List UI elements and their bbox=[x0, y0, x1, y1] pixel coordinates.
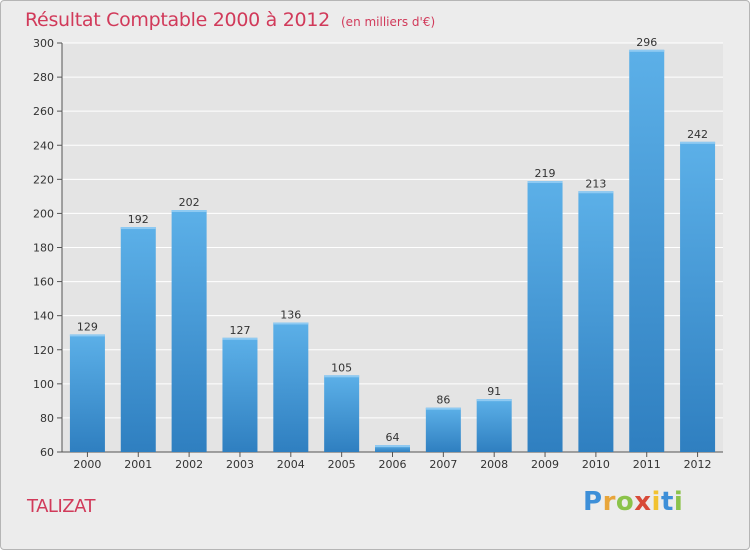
y-tick-label: 200 bbox=[33, 207, 54, 220]
y-tick-label: 180 bbox=[33, 242, 54, 255]
bar-top-highlight bbox=[476, 399, 512, 402]
bar-top-highlight bbox=[222, 337, 258, 340]
y-tick-label: 240 bbox=[33, 139, 54, 152]
y-tick-label: 140 bbox=[33, 310, 54, 323]
data-label: 64 bbox=[386, 431, 400, 444]
x-tick-label: 2009 bbox=[531, 458, 559, 471]
data-label: 296 bbox=[636, 36, 657, 49]
x-tick-label: 2011 bbox=[633, 458, 661, 471]
data-label: 192 bbox=[128, 213, 149, 226]
bar-top-highlight bbox=[578, 191, 614, 194]
proxiti-logo: Proxiti bbox=[583, 487, 683, 517]
logo-letter: r bbox=[602, 487, 616, 517]
bar-top-highlight bbox=[69, 334, 105, 337]
location-name: TALIZAT bbox=[27, 496, 96, 517]
bar-top-highlight bbox=[680, 141, 716, 144]
data-label: 202 bbox=[179, 196, 200, 209]
x-tick-label: 2002 bbox=[175, 458, 203, 471]
logo-letter: i bbox=[673, 487, 684, 517]
logo-letter: P bbox=[583, 487, 603, 517]
data-label: 86 bbox=[436, 394, 450, 407]
x-tick-label: 2007 bbox=[429, 458, 457, 471]
y-tick-label: 260 bbox=[33, 105, 54, 118]
bar bbox=[171, 210, 207, 452]
data-label: 213 bbox=[585, 177, 606, 190]
bar bbox=[527, 181, 563, 452]
bar-top-highlight bbox=[375, 445, 410, 448]
x-tick-label: 2001 bbox=[124, 458, 152, 471]
x-tick-label: 2005 bbox=[328, 458, 356, 471]
x-tick-label: 2004 bbox=[277, 458, 305, 471]
bar bbox=[476, 399, 512, 452]
x-tick-label: 2010 bbox=[582, 458, 610, 471]
bar bbox=[425, 407, 461, 452]
x-tick-label: 2012 bbox=[684, 458, 712, 471]
x-tick-label: 2006 bbox=[379, 458, 407, 471]
bar bbox=[324, 375, 360, 452]
data-label: 127 bbox=[229, 324, 250, 337]
logo-letter: i bbox=[651, 487, 661, 517]
bar bbox=[69, 334, 105, 452]
bar-top-highlight bbox=[120, 227, 156, 230]
y-tick-label: 100 bbox=[33, 378, 54, 391]
y-tick-label: 160 bbox=[33, 276, 54, 289]
chart-subtitle: (en milliers d'€) bbox=[341, 15, 436, 29]
bar bbox=[222, 337, 258, 452]
bar bbox=[375, 445, 410, 452]
bar-top-highlight bbox=[425, 407, 461, 410]
data-label: 219 bbox=[535, 167, 556, 180]
y-tick-label: 80 bbox=[40, 412, 54, 425]
data-label: 91 bbox=[487, 385, 501, 398]
data-label: 105 bbox=[331, 361, 352, 374]
y-tick-label: 120 bbox=[33, 344, 54, 357]
bar-top-highlight bbox=[171, 210, 207, 213]
bar bbox=[578, 191, 614, 452]
y-tick-label: 220 bbox=[33, 173, 54, 186]
x-tick-label: 2000 bbox=[73, 458, 101, 471]
logo-letter: o bbox=[615, 487, 635, 517]
data-label: 129 bbox=[77, 320, 98, 333]
bar bbox=[629, 49, 665, 453]
bar-top-highlight bbox=[273, 322, 309, 325]
bar-top-highlight bbox=[324, 375, 360, 378]
bar bbox=[120, 227, 156, 452]
x-tick-label: 2003 bbox=[226, 458, 254, 471]
y-tick-label: 300 bbox=[33, 37, 54, 50]
y-tick-label: 280 bbox=[33, 71, 54, 84]
bar-top-highlight bbox=[527, 181, 563, 184]
chart-title: Résultat Comptable 2000 à 2012 bbox=[25, 9, 330, 31]
bar-top-highlight bbox=[629, 49, 665, 52]
data-label: 136 bbox=[280, 308, 301, 321]
logo-letter: t bbox=[660, 487, 674, 517]
logo-letter: x bbox=[634, 487, 652, 517]
data-label: 242 bbox=[687, 128, 708, 141]
x-tick-label: 2008 bbox=[480, 458, 508, 471]
bar bbox=[680, 141, 716, 452]
y-tick-label: 60 bbox=[40, 446, 54, 459]
bar bbox=[273, 322, 309, 452]
